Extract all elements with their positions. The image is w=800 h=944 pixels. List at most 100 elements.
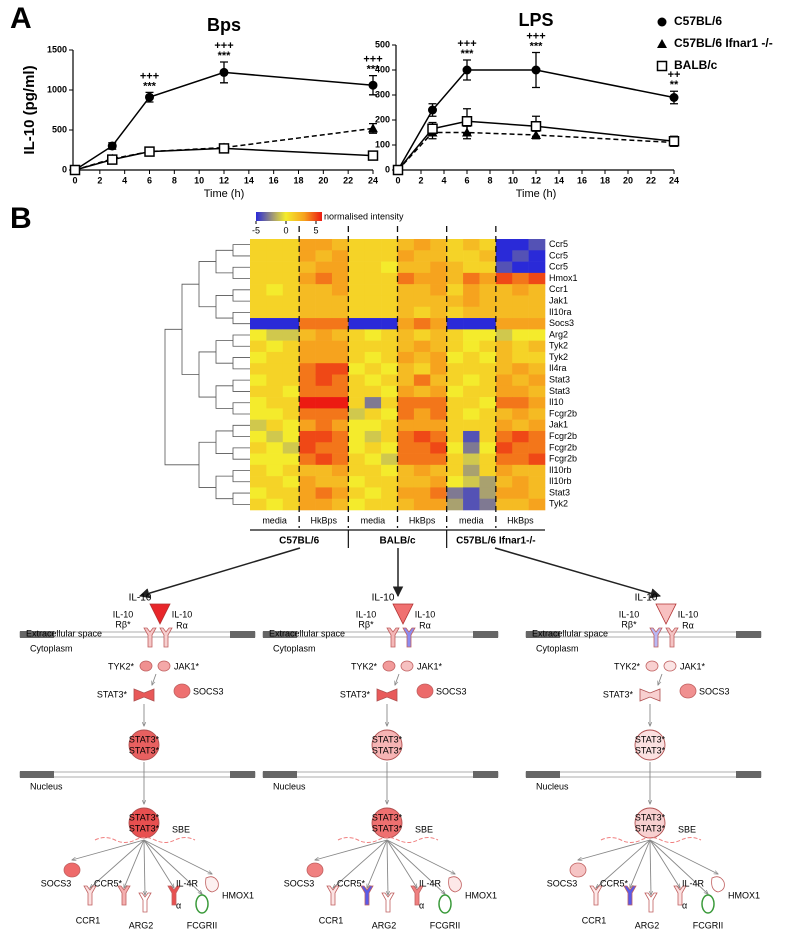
pathway-label: IL-10 xyxy=(172,609,193,619)
heatmap-cell xyxy=(512,442,529,454)
pathway-label: STAT3* xyxy=(372,734,403,744)
heatmap-cell xyxy=(512,295,529,308)
heatmap-cell xyxy=(299,464,316,477)
heatmap-cell xyxy=(299,261,316,274)
heatmap-cell xyxy=(381,239,398,251)
heatmap-cell xyxy=(512,498,529,511)
pathway-label: FCGRII xyxy=(430,920,461,930)
y-tick-label: 500 xyxy=(375,39,390,49)
y-tick-label: 1500 xyxy=(47,44,67,54)
ligand xyxy=(655,603,677,625)
pathway-label: STAT3* xyxy=(635,812,666,822)
heatmap-cell xyxy=(266,453,284,466)
heatmap-cell xyxy=(479,284,497,296)
x-tick-label: 22 xyxy=(343,175,353,185)
heatmap-cell xyxy=(282,397,300,409)
heatmap-cell xyxy=(479,295,497,308)
pathway-link xyxy=(650,839,651,895)
heatmap-cell xyxy=(348,318,366,330)
y-tick-label: 200 xyxy=(375,114,390,124)
heatmap-cell xyxy=(315,430,333,443)
heatmap-cell xyxy=(348,351,366,364)
heatmap-cell xyxy=(413,464,431,477)
pathway-label: Nucleus xyxy=(273,781,306,791)
pathway-label: Rβ* xyxy=(115,619,131,629)
heatmap-cell xyxy=(413,498,431,511)
heatmap-cell xyxy=(479,453,497,466)
heatmap-cell xyxy=(479,498,497,511)
x-tick-label: 14 xyxy=(244,175,254,185)
strain-label: C57BL/6 Ifnar1-/- xyxy=(456,536,535,547)
heatmap-cell xyxy=(364,374,382,387)
heatmap-cell xyxy=(495,498,513,511)
heatmap-cell xyxy=(479,419,497,432)
heatmap-cell xyxy=(266,306,284,319)
heatmap-cell xyxy=(463,453,480,466)
heatmap-cell xyxy=(381,385,398,398)
pathway-label: CCR5* xyxy=(94,878,123,888)
heatmap-cell xyxy=(266,430,284,443)
row-label: Fcgr2b xyxy=(549,442,577,452)
membrane-end xyxy=(263,631,297,638)
heatmap-cell xyxy=(315,385,333,398)
heatmap-cell xyxy=(446,329,464,341)
heatmap-cell xyxy=(397,419,415,432)
membrane-end xyxy=(230,771,255,778)
heatmap-cell xyxy=(397,351,415,364)
receptor xyxy=(402,627,416,648)
heatmap-cell xyxy=(512,408,529,420)
x-tick-label: 14 xyxy=(554,175,564,185)
heatmap-cell xyxy=(512,374,529,387)
x-tick-label: 18 xyxy=(293,175,303,185)
heatmap-cell xyxy=(250,385,267,398)
pathway-label: SOCS3 xyxy=(547,878,578,888)
pathway-label: IL-10 xyxy=(619,609,640,619)
heatmap-cell xyxy=(528,284,546,296)
heatmap-cell xyxy=(528,498,546,511)
heatmap-cell xyxy=(528,351,546,364)
heatmap-cell xyxy=(348,498,366,511)
heatmap-cell xyxy=(430,306,447,319)
heatmap-cell xyxy=(495,272,513,285)
membrane xyxy=(262,771,499,778)
marker xyxy=(368,80,378,90)
heatmap-cell xyxy=(479,250,497,262)
heatmap-cell xyxy=(413,397,431,409)
heatmap-cell xyxy=(348,340,366,353)
heatmap-cell xyxy=(413,476,431,488)
pathway-label: Cytoplasm xyxy=(273,643,316,653)
heatmap-cell xyxy=(479,306,497,319)
heatmap-cell xyxy=(364,351,382,364)
ligand xyxy=(392,603,414,625)
heatmap-cell xyxy=(331,306,349,319)
socs3 xyxy=(679,683,697,699)
heatmap-cell xyxy=(315,464,333,477)
heatmap-cell xyxy=(315,498,333,511)
heatmap-cell xyxy=(315,272,333,285)
heatmap-cell xyxy=(528,329,546,341)
annotation: *** xyxy=(218,50,232,62)
pathway-label: STAT3* xyxy=(603,689,634,699)
colorbar-tick-label: 5 xyxy=(313,225,318,235)
receptor xyxy=(143,627,157,648)
receptor xyxy=(665,627,679,648)
annotation: *** xyxy=(461,48,475,60)
pathway-label: Rα xyxy=(682,620,694,630)
heatmap-cell xyxy=(250,487,267,500)
heatmap-cell xyxy=(446,397,464,409)
membrane xyxy=(525,771,762,778)
pathway-link xyxy=(630,839,651,888)
heatmap-cell xyxy=(430,374,447,387)
y-tick-label: 100 xyxy=(375,139,390,149)
heatmap-cell xyxy=(381,498,398,511)
heatmap-cell xyxy=(348,397,366,409)
heatmap-cell xyxy=(463,250,480,262)
row-label: Il10ra xyxy=(549,307,572,317)
pathway-label: HMOX1 xyxy=(465,890,497,900)
annotation: +++ xyxy=(214,40,233,52)
pathway-label: Cytoplasm xyxy=(536,643,579,653)
heatmap-cell xyxy=(413,340,431,353)
pathway-link xyxy=(649,839,680,888)
heatmap-cell xyxy=(266,464,284,477)
heatmap-cell xyxy=(299,476,316,488)
